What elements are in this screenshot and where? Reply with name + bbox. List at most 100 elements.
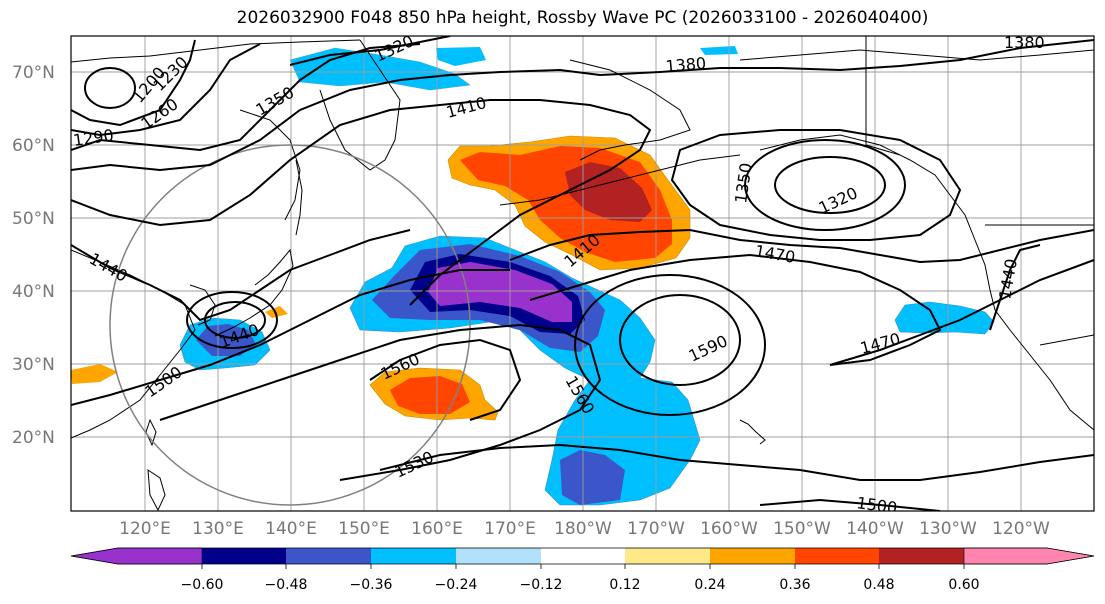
coast-japan (214, 248, 294, 337)
longitude-labels: 120°E 130°E 140°E 150°E 160°E 170°E 180°… (119, 519, 1050, 539)
contour-1380-low (670, 129, 962, 241)
contour-1590 (619, 294, 741, 386)
lon-label: 120°W (992, 519, 1050, 539)
contour-1200 (84, 67, 136, 109)
contour-1560-high (574, 274, 766, 416)
coast-west-na (949, 194, 1094, 431)
anomaly-east-negative (894, 301, 995, 335)
lon-label: 120°E (119, 519, 171, 539)
contour-1500-south (759, 498, 941, 511)
contour-1320-arctic (289, 36, 451, 66)
colorbar-segment (541, 548, 625, 564)
colorbar-segment (456, 548, 541, 564)
colorbar-tick-label: −0.48 (265, 577, 308, 593)
height-contours (71, 36, 1094, 511)
lon-label: 170°W (627, 519, 685, 539)
lon-label: 130°E (192, 519, 244, 539)
colorbar-segment (625, 548, 710, 564)
colorbar-tick-label: −0.12 (520, 577, 563, 593)
anomaly-subtropic-positive-core (390, 376, 470, 414)
anomaly-south-negative (560, 450, 625, 505)
lon-label: 150°W (773, 519, 831, 539)
coast-china (71, 249, 196, 439)
gridlines (71, 36, 1094, 511)
contour-1410-mid (509, 228, 1094, 264)
colorbar-tick-label: −0.60 (181, 577, 224, 593)
contour-1410 (71, 99, 652, 306)
coast-aleutians (499, 154, 741, 206)
colorbar-tick-label: −0.24 (435, 577, 478, 593)
colorbar-tick-label: 0.48 (863, 577, 894, 593)
coast-asia-north (71, 39, 361, 63)
contour-1260 (71, 43, 261, 137)
contour-label: 1500 (855, 493, 898, 517)
contour-1320-low (774, 156, 886, 214)
contour-label: 1380 (1004, 33, 1045, 52)
plot-title: 2026032900 F048 850 hPa height, Rossby W… (236, 8, 929, 28)
border-mexico (1039, 334, 1094, 346)
colorbar-segment (710, 548, 795, 564)
lon-label: 160°E (411, 519, 463, 539)
colorbar-segment (286, 548, 371, 564)
colorbar-segment (202, 548, 286, 564)
contour-1230 (71, 39, 196, 127)
coast-taiwan (145, 418, 157, 447)
coast-arctic-na (739, 49, 1094, 61)
anomaly-north-positive-core (565, 162, 652, 222)
lon-label: 150°E (338, 519, 390, 539)
lat-label: 40°N (12, 282, 55, 302)
anomaly-west-positive (71, 364, 118, 384)
lat-label: 70°N (12, 63, 55, 83)
lon-label: 160°W (700, 519, 758, 539)
lon-label: 170°E (484, 519, 536, 539)
coastlines (71, 36, 1094, 511)
contour-1350-low (744, 139, 906, 231)
contour-1470 (529, 253, 942, 366)
colorbar-segment (879, 548, 964, 564)
contour-1440-east (989, 244, 1041, 331)
coast-philippines (147, 469, 166, 511)
colorbar-segment (70, 547, 203, 565)
lon-label: 180°W (554, 519, 612, 539)
reference-circle (109, 144, 471, 506)
colorbar-segment (795, 548, 879, 564)
anomaly-arctic-negative-small (700, 46, 738, 55)
colorbar-tick-label: 0.60 (948, 577, 979, 593)
coast-alaska-south (759, 134, 951, 196)
map-frame (70, 35, 1095, 512)
colorbar-tick-label: 0.12 (609, 577, 640, 593)
contour-1530-south (379, 443, 1094, 481)
colorbar-tick-label: 0.36 (779, 577, 810, 593)
lat-label: 30°N (12, 355, 55, 375)
contour-1500 (71, 269, 510, 406)
lat-label: 60°N (12, 136, 55, 156)
contour-1530 (159, 323, 602, 481)
colorbar: −0.60 −0.48 −0.36 −0.24 −0.12 0.12 0.24 … (70, 547, 1095, 593)
contour-1350 (71, 68, 601, 172)
lat-label: 50°N (12, 209, 55, 229)
colorbar-segment (963, 547, 1095, 565)
contour-1470-east (829, 259, 1094, 366)
hawaii (739, 419, 766, 445)
contour-1440 (71, 229, 411, 322)
colorbar-outline (70, 547, 1095, 565)
coast-okhotsk (239, 109, 301, 221)
contour-label: 1380 (665, 54, 707, 76)
lon-label: 130°W (919, 519, 977, 539)
latitude-labels: 70°N 60°N 50°N 40°N 30°N 20°N (12, 63, 55, 448)
border-canada (865, 36, 901, 156)
coast-alaska (569, 59, 691, 161)
contour-1440-low (204, 301, 266, 339)
colorbar-tick-label: −0.36 (350, 577, 393, 593)
colorbar-tick-label: 0.24 (694, 577, 725, 593)
contour-1290 (71, 43, 421, 152)
lon-label: 140°E (265, 519, 317, 539)
contour-1470-low (186, 291, 278, 349)
lon-label: 140°W (846, 519, 904, 539)
coast-kamchatka (319, 39, 401, 171)
anomaly-arctic-negative-small (436, 47, 486, 66)
lat-label: 20°N (12, 428, 55, 448)
colorbar-segment (371, 548, 456, 564)
contour-1380-arctic (599, 39, 1094, 76)
